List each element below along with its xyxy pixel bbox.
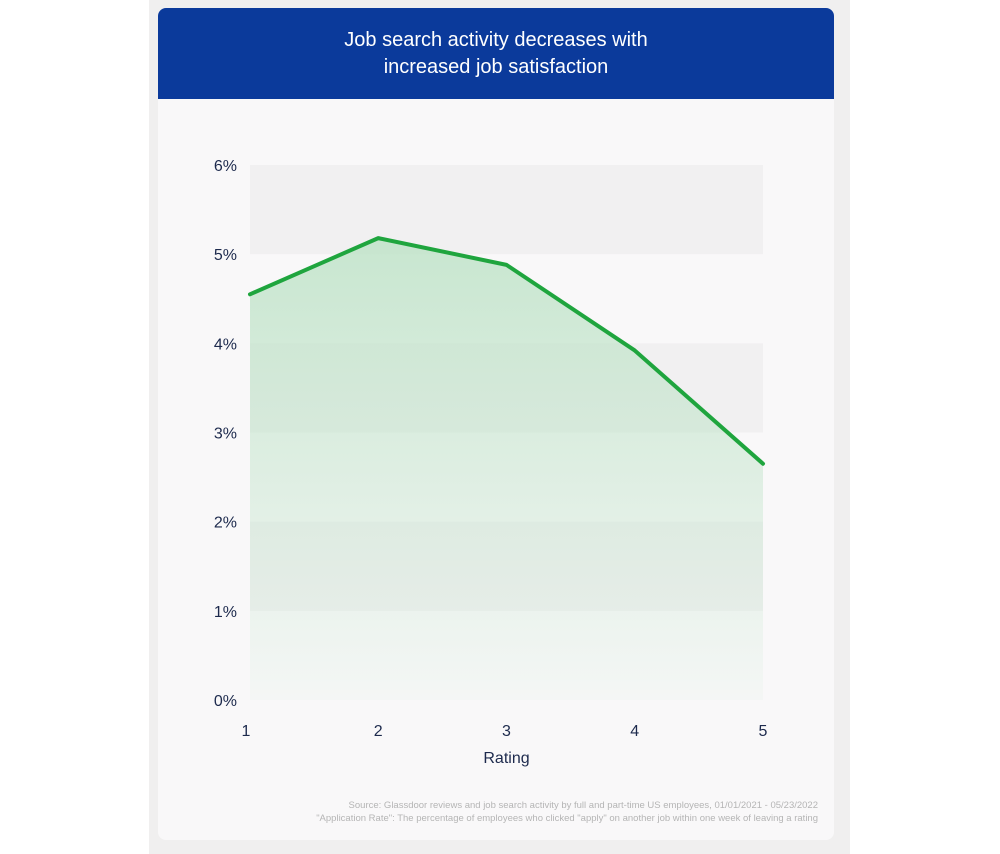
x-tick-label: 1 [242, 723, 251, 740]
chart-header: Job search activity decreases with incre… [158, 8, 834, 99]
chart-title-line-2: increased job satisfaction [383, 55, 609, 78]
line-layer [248, 236, 765, 466]
x-tick-label: 2 [374, 723, 383, 740]
x-tick-label: 4 [630, 723, 639, 740]
y-tick-label: 6% [214, 158, 237, 175]
y-tick-label: 0% [214, 693, 237, 710]
y-tick-label: 1% [214, 604, 237, 621]
area-layer [250, 238, 763, 700]
chart-title-line-1: Job search activity decreases with [344, 28, 648, 51]
y-axis-ticks: 0% 1% 2% 3% 4% 5% 6% [214, 158, 237, 710]
x-axis-ticks: 1 2 3 4 5 [242, 723, 768, 740]
area-fill [250, 238, 763, 700]
series-line [248, 236, 765, 466]
x-tick-label: 5 [759, 723, 768, 740]
y-tick-label: 4% [214, 336, 237, 353]
source-footnote: Source: Glassdoor reviews and job search… [348, 800, 818, 811]
y-tick-label: 2% [214, 515, 237, 532]
x-axis-title: Rating [483, 750, 529, 767]
y-tick-label: 3% [214, 426, 237, 443]
grid-band [250, 165, 763, 255]
y-tick-label: 5% [214, 247, 237, 264]
chart-title: Job search activity decreases with incre… [316, 27, 676, 81]
definition-footnote: "Application Rate": The percentage of em… [316, 813, 818, 824]
x-tick-label: 3 [502, 723, 511, 740]
